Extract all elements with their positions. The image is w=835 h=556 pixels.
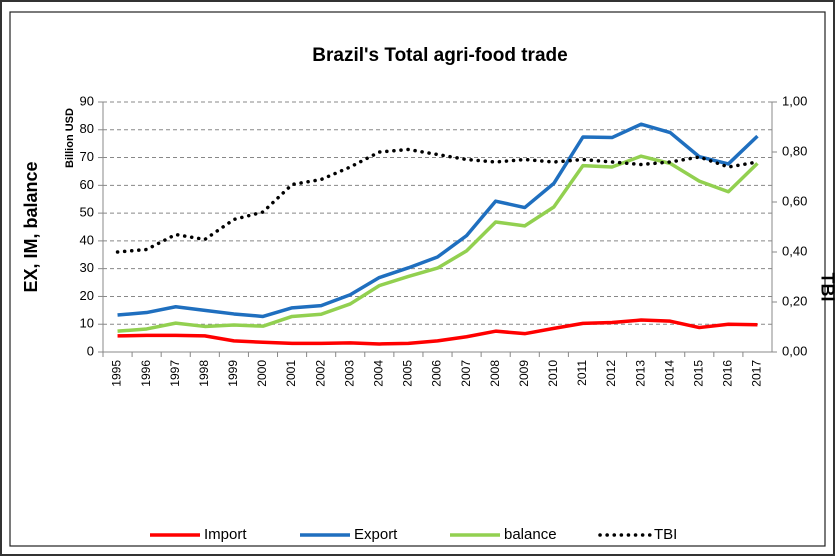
y-tick-label: 0 <box>87 343 94 358</box>
x-tick-label: 2004 <box>371 360 385 387</box>
x-tick-label: 2012 <box>604 360 618 387</box>
y-tick-label: 70 <box>80 149 94 164</box>
y2-tick-label: 0,20 <box>782 293 807 308</box>
x-tick-label: 2015 <box>691 360 705 387</box>
y-tick-label: 60 <box>80 177 94 192</box>
x-tick-label: 1998 <box>197 360 211 387</box>
x-tick-label: 1995 <box>110 360 124 387</box>
y-tick-label: 30 <box>80 260 94 275</box>
y2-tick-label: 0,40 <box>782 243 807 258</box>
x-tick-label: 2006 <box>430 360 444 387</box>
legend-label: TBI <box>654 526 677 543</box>
x-tick-label: 2009 <box>517 360 531 387</box>
y-tick-label: 90 <box>80 93 94 108</box>
chart-frame <box>9 11 826 547</box>
x-tick-label: 2008 <box>488 360 502 387</box>
x-tick-label: 2003 <box>342 360 356 387</box>
x-tick-label: 2010 <box>546 360 560 387</box>
x-tick-label: 2000 <box>255 360 269 387</box>
y-tick-label: 50 <box>80 205 94 220</box>
chart-title: Brazil's Total agri-food trade <box>312 45 567 66</box>
x-tick-label: 2002 <box>313 360 327 387</box>
y-tick-label: 20 <box>80 288 94 303</box>
x-tick-label: 1999 <box>226 360 240 387</box>
x-tick-label: 2011 <box>575 360 589 386</box>
y2-tick-label: 0,00 <box>782 343 807 358</box>
y-tick-label: 10 <box>80 316 94 331</box>
x-tick-label: 2014 <box>662 360 676 387</box>
y2-tick-label: 0,80 <box>782 143 807 158</box>
series-line <box>117 122 759 319</box>
x-tick-label: 2007 <box>459 360 473 387</box>
series-line <box>117 154 759 333</box>
series-line <box>117 318 758 346</box>
y-tick-label: 80 <box>80 121 94 136</box>
x-tick-label: 2013 <box>633 360 647 387</box>
y-unit-label: Billion USD <box>64 108 76 168</box>
x-tick-label: 2001 <box>284 360 298 387</box>
legend-label: Import <box>204 526 247 543</box>
series-line <box>115 147 760 254</box>
y-axis-label: EX, IM, balance <box>21 161 41 292</box>
y2-tick-label: 1,00 <box>782 93 807 108</box>
x-tick-label: 2005 <box>401 360 415 387</box>
x-tick-label: 2017 <box>750 360 764 387</box>
y2-tick-label: 0,60 <box>782 193 807 208</box>
legend-label: balance <box>504 526 557 543</box>
x-tick-label: 1996 <box>139 360 153 387</box>
legend-label: Export <box>354 526 398 543</box>
x-tick-label: 2016 <box>721 360 735 387</box>
y-tick-label: 40 <box>80 232 94 247</box>
x-tick-label: 1997 <box>168 360 182 387</box>
y2-axis-label: TBI <box>817 273 835 302</box>
